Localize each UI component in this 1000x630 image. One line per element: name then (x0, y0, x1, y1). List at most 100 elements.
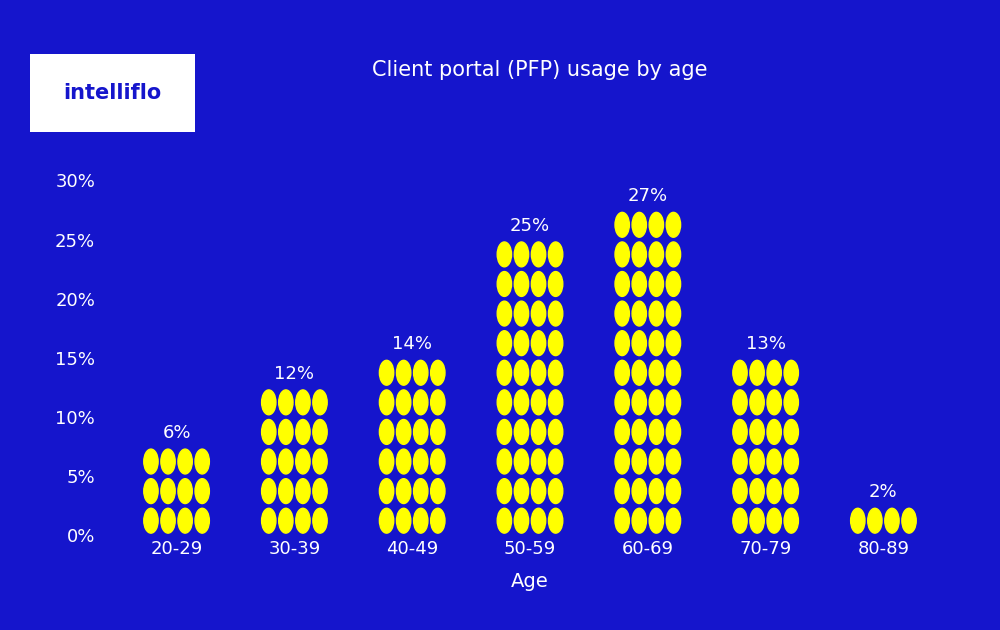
Ellipse shape (902, 508, 916, 533)
Ellipse shape (497, 390, 512, 415)
Ellipse shape (531, 508, 546, 533)
Ellipse shape (649, 360, 664, 385)
Ellipse shape (632, 301, 646, 326)
Ellipse shape (497, 479, 512, 503)
Text: 14%: 14% (392, 335, 432, 353)
Ellipse shape (632, 390, 646, 415)
Ellipse shape (649, 242, 664, 267)
Ellipse shape (548, 242, 563, 267)
Ellipse shape (733, 449, 747, 474)
Ellipse shape (161, 449, 175, 474)
Ellipse shape (548, 449, 563, 474)
Ellipse shape (548, 360, 563, 385)
Ellipse shape (514, 390, 529, 415)
Ellipse shape (733, 390, 747, 415)
Text: 2%: 2% (869, 483, 898, 501)
Ellipse shape (666, 242, 681, 267)
Ellipse shape (514, 449, 529, 474)
Ellipse shape (750, 390, 764, 415)
Ellipse shape (767, 508, 781, 533)
Ellipse shape (615, 360, 629, 385)
Ellipse shape (144, 449, 158, 474)
Ellipse shape (615, 331, 629, 355)
Ellipse shape (649, 390, 664, 415)
Ellipse shape (632, 272, 646, 296)
Ellipse shape (666, 449, 681, 474)
Ellipse shape (666, 301, 681, 326)
Ellipse shape (379, 390, 394, 415)
Ellipse shape (313, 390, 327, 415)
Ellipse shape (548, 272, 563, 296)
Ellipse shape (750, 449, 764, 474)
Ellipse shape (514, 479, 529, 503)
Ellipse shape (514, 331, 529, 355)
Ellipse shape (497, 420, 512, 444)
Ellipse shape (514, 272, 529, 296)
Ellipse shape (632, 508, 646, 533)
Ellipse shape (733, 420, 747, 444)
Ellipse shape (767, 390, 781, 415)
Ellipse shape (531, 301, 546, 326)
Ellipse shape (396, 390, 411, 415)
Ellipse shape (784, 508, 798, 533)
Ellipse shape (531, 420, 546, 444)
Ellipse shape (548, 508, 563, 533)
Ellipse shape (767, 449, 781, 474)
Ellipse shape (767, 360, 781, 385)
Ellipse shape (666, 272, 681, 296)
Ellipse shape (178, 508, 192, 533)
X-axis label: Age: Age (511, 572, 549, 591)
Ellipse shape (615, 242, 629, 267)
Ellipse shape (379, 420, 394, 444)
Ellipse shape (548, 479, 563, 503)
Ellipse shape (733, 360, 747, 385)
Text: 25%: 25% (510, 217, 550, 235)
Ellipse shape (296, 449, 310, 474)
Ellipse shape (531, 331, 546, 355)
Ellipse shape (649, 212, 664, 238)
Ellipse shape (767, 420, 781, 444)
Ellipse shape (548, 390, 563, 415)
Ellipse shape (431, 449, 445, 474)
Ellipse shape (279, 390, 293, 415)
Ellipse shape (431, 420, 445, 444)
Text: 13%: 13% (746, 335, 786, 353)
Ellipse shape (379, 360, 394, 385)
Ellipse shape (431, 360, 445, 385)
Ellipse shape (161, 479, 175, 503)
Ellipse shape (379, 449, 394, 474)
Ellipse shape (666, 508, 681, 533)
Ellipse shape (379, 479, 394, 503)
Ellipse shape (195, 449, 209, 474)
Ellipse shape (144, 479, 158, 503)
Text: intelliflo: intelliflo (63, 83, 162, 103)
Ellipse shape (296, 479, 310, 503)
Ellipse shape (497, 331, 512, 355)
Ellipse shape (649, 301, 664, 326)
Ellipse shape (497, 301, 512, 326)
Ellipse shape (531, 360, 546, 385)
Ellipse shape (279, 420, 293, 444)
Ellipse shape (632, 212, 646, 238)
Ellipse shape (632, 449, 646, 474)
Ellipse shape (279, 508, 293, 533)
Ellipse shape (396, 360, 411, 385)
Ellipse shape (379, 508, 394, 533)
Ellipse shape (396, 479, 411, 503)
Ellipse shape (615, 301, 629, 326)
Ellipse shape (531, 242, 546, 267)
Text: 27%: 27% (628, 187, 668, 205)
Ellipse shape (666, 360, 681, 385)
Ellipse shape (313, 479, 327, 503)
Ellipse shape (178, 479, 192, 503)
Ellipse shape (414, 449, 428, 474)
Ellipse shape (666, 479, 681, 503)
Ellipse shape (632, 331, 646, 355)
Ellipse shape (262, 420, 276, 444)
Ellipse shape (885, 508, 899, 533)
Ellipse shape (296, 390, 310, 415)
Ellipse shape (262, 390, 276, 415)
Ellipse shape (414, 390, 428, 415)
Ellipse shape (548, 301, 563, 326)
Ellipse shape (279, 449, 293, 474)
